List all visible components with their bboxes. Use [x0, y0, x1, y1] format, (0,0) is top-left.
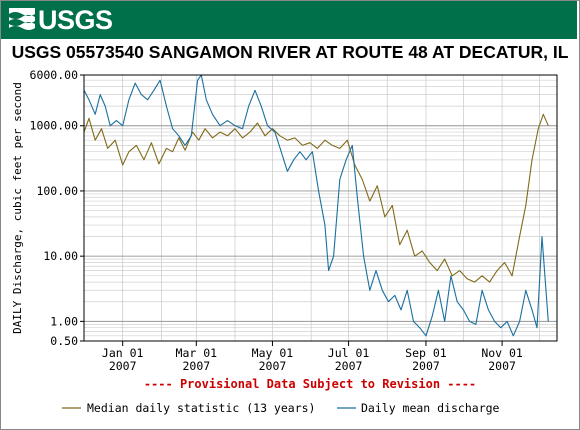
x-tick-label-year: 2007 [259, 359, 287, 373]
y-tick-label: 10.00 [43, 249, 78, 263]
x-tick-label-year: 2007 [488, 359, 516, 373]
x-tick-label-month: Jan 01 [102, 346, 144, 360]
x-tick-label-year: 2007 [335, 359, 363, 373]
median-series-line [83, 113, 549, 283]
x-tick-label-month: May 01 [252, 346, 294, 360]
x-tick-label-year: 2007 [182, 359, 210, 373]
x-tick-label-month: Mar 01 [176, 346, 218, 360]
x-tick-label-month: Nov 01 [481, 346, 523, 360]
x-tick-label-month: Jul 01 [328, 346, 370, 360]
y-tick-label: 0.50 [50, 334, 78, 348]
usgs-header: USGS [1, 1, 577, 39]
y-tick-label: 100.00 [36, 184, 78, 198]
y-tick-label: 1.00 [50, 314, 78, 328]
plot-border [83, 74, 558, 342]
usgs-wave-icon [9, 8, 35, 32]
x-tick-label-month: Sep 01 [405, 346, 447, 360]
daily-mean-series-line [83, 74, 549, 337]
usgs-logo-text: USGS [38, 4, 113, 35]
legend-label-daily-mean: Daily mean discharge [361, 401, 500, 415]
plot-area [84, 75, 557, 341]
provisional-annotation: ---- Provisional Data Subject to Revisio… [144, 377, 476, 391]
y-tick-label: 1000.00 [30, 119, 79, 133]
legend-label-median: Median daily statistic (13 years) [87, 401, 315, 415]
y-axis-label: DAILY Discharge, cubic feet per second [11, 82, 24, 334]
x-tick-label-year: 2007 [412, 359, 440, 373]
usgs-logo[interactable]: USGS [9, 4, 113, 35]
x-tick-label-year: 2007 [109, 359, 137, 373]
y-tick-label: 6000.00 [30, 68, 79, 82]
chart-title: USGS 05573540 SANGAMON RIVER AT ROUTE 48… [11, 42, 569, 62]
